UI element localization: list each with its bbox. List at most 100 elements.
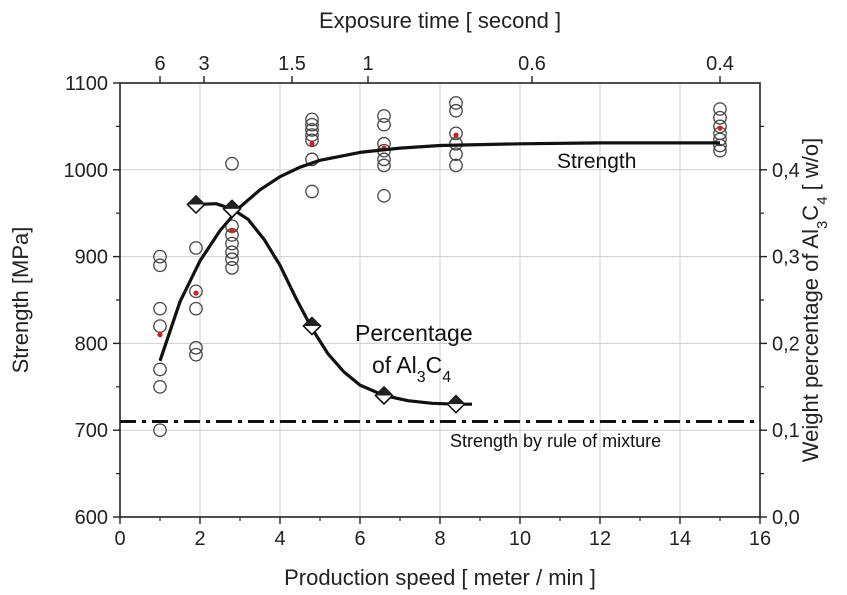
strength-data-point xyxy=(189,340,203,355)
mean-strength-point xyxy=(453,132,459,138)
strength-data-point xyxy=(189,347,203,362)
strength-data-point xyxy=(449,96,463,110)
y-left-tick-label: 900 xyxy=(75,247,108,269)
x-axis-tick-labels: 0 2 4 6 8 10 12 14 16 xyxy=(114,528,771,550)
x-tick-label: 4 xyxy=(274,528,285,550)
strength-data-point xyxy=(713,132,727,147)
x-tick-label: 2 xyxy=(194,528,205,550)
y-left-tick-label: 1100 xyxy=(65,73,108,95)
strength-data-point xyxy=(377,152,391,167)
mean-strength-point xyxy=(157,332,163,338)
y-right-tick-labels: 0,0 0,1 0,2 0,3 0,4 xyxy=(772,160,800,529)
y-right-title-prefix: Weight percentage of Al xyxy=(798,229,823,462)
strength-data-point xyxy=(153,319,167,333)
mean-strength-point xyxy=(309,141,315,147)
top-axis-tick-labels: 6 3 1.5 1 0.6 0.4 xyxy=(154,53,733,75)
top-axis-title: Exposure time [ second ] xyxy=(319,8,561,33)
strength-data-point xyxy=(377,188,391,203)
strength-data-point xyxy=(713,102,727,116)
x-tick-label: 16 xyxy=(749,528,771,550)
top-tick-label: 3 xyxy=(198,53,209,75)
strength-data-point xyxy=(225,245,239,260)
al3c4-diamond-marker-fill xyxy=(447,395,465,405)
strength-data-point xyxy=(305,117,319,132)
strength-data-point xyxy=(153,258,167,273)
strength-data-point xyxy=(449,126,463,141)
y-right-title-suffix: [ w/o] xyxy=(798,138,823,197)
annotation-rule-of-mixture: Strength by rule of mixture xyxy=(450,431,661,451)
strength-data-point xyxy=(225,156,239,171)
al3c4-diamond-marker-fill xyxy=(223,200,241,209)
mean-strength-point xyxy=(193,290,199,296)
y-left-tick-labels: 600 700 800 900 1000 1100 xyxy=(64,73,109,529)
annotation-percentage-sub1: 3 xyxy=(417,369,426,386)
mean-strength-point xyxy=(229,227,235,234)
al3c4-diamond-marker-fill xyxy=(375,386,393,396)
x-tick-label: 8 xyxy=(434,528,445,550)
mean-strength-point xyxy=(717,125,723,131)
annotation-percentage-line1: Percentage xyxy=(355,320,473,346)
strength-data-point xyxy=(225,236,239,251)
strength-data-point xyxy=(153,423,167,438)
y-right-tick-label: 0,3 xyxy=(772,247,800,269)
y-left-tick-label: 600 xyxy=(75,507,108,529)
y-left-tick-label: 1000 xyxy=(64,160,109,182)
axis-ticks xyxy=(113,76,767,524)
y-right-title-mid: C xyxy=(798,205,823,221)
strength-data-point xyxy=(713,143,727,158)
y-right-tick-label: 0,1 xyxy=(772,420,800,442)
annotation-percentage-sub2: 4 xyxy=(442,369,451,386)
strength-data-point xyxy=(713,138,727,153)
x-tick-label: 10 xyxy=(509,528,531,550)
strength-data-point xyxy=(449,103,463,118)
y-right-title-sub1: 3 xyxy=(814,221,831,229)
al3c4-diamond-marker-fill xyxy=(303,317,321,327)
strength-data-point xyxy=(153,249,167,264)
strength-data-point xyxy=(225,261,239,275)
strength-data-point xyxy=(305,123,319,137)
y-right-tick-label: 0,2 xyxy=(772,333,800,355)
strength-data-point xyxy=(189,284,203,299)
strength-data-point xyxy=(153,362,167,377)
x-tick-label: 6 xyxy=(354,528,365,550)
y-right-tick-label: 0,0 xyxy=(772,507,800,529)
x-tick-label: 14 xyxy=(669,528,691,550)
annotation-strength: Strength xyxy=(557,150,636,173)
strength-data-point xyxy=(377,109,391,123)
strength-data-point xyxy=(305,184,319,199)
top-tick-label: 6 xyxy=(154,53,165,75)
y-right-tick-label: 0,4 xyxy=(772,160,800,182)
strength-data-point xyxy=(377,158,391,173)
strength-data-point xyxy=(225,252,239,267)
top-tick-label: 0.6 xyxy=(518,53,546,75)
strength-data-point xyxy=(189,301,203,316)
grid-lines xyxy=(120,83,760,517)
top-tick-label: 1.5 xyxy=(278,53,306,75)
x-tick-label: 12 xyxy=(589,528,611,550)
strength-data-point xyxy=(449,147,463,162)
top-tick-label: 1 xyxy=(362,53,373,75)
strength-data-point xyxy=(305,112,319,127)
annotation-percentage-mid: C xyxy=(426,352,443,378)
strength-data-point xyxy=(377,117,391,132)
annotation-percentage-prefix: of Al xyxy=(372,352,417,378)
strength-data-point xyxy=(305,133,319,148)
al3c4-diamond-marker-fill xyxy=(187,196,205,205)
strength-data-point xyxy=(153,379,167,394)
y-left-tick-label: 700 xyxy=(75,420,108,442)
strength-data-point xyxy=(189,241,203,255)
y-left-tick-label: 800 xyxy=(75,333,108,355)
al3c4-percentage-line xyxy=(195,202,472,406)
strength-data-point xyxy=(153,301,167,316)
y-left-axis-title: Strength [MPa] xyxy=(8,227,33,374)
strength-data-point xyxy=(449,158,463,173)
strength-fit-line xyxy=(158,141,720,362)
series-layer xyxy=(120,96,760,438)
x-tick-label: 0 xyxy=(114,528,125,550)
top-tick-label: 0.4 xyxy=(706,53,734,75)
x-axis-title: Production speed [ meter / min ] xyxy=(284,565,596,590)
strength-data-point xyxy=(713,110,727,125)
annotation-percentage-line2: of Al3C4 xyxy=(372,352,451,386)
y-right-axis-title: Weight percentage of Al3C4 [ w/o] xyxy=(798,138,831,462)
